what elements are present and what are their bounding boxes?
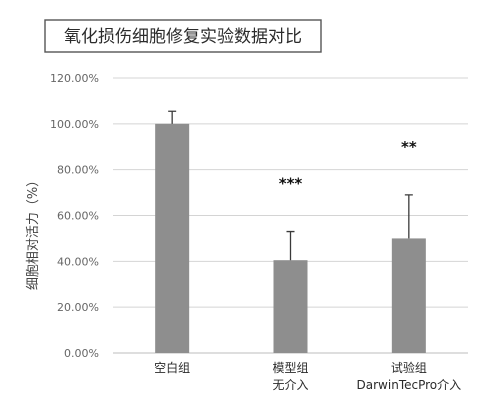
significance-labels: ***** [279, 138, 417, 193]
y-tick-label: 0.00% [64, 347, 99, 360]
category-label: 模型组 [272, 361, 308, 375]
error-bar [404, 194, 413, 239]
chart-title: 氧化损伤细胞修复实验数据对比 [64, 27, 302, 47]
y-tick-label: 20.00% [57, 301, 99, 314]
y-tick-label: 40.00% [57, 255, 99, 268]
bar [155, 123, 190, 353]
error-bars [168, 110, 413, 261]
y-tick-label: 100.00% [50, 118, 99, 131]
y-tick-label: 80.00% [57, 164, 99, 177]
error-bar [168, 110, 177, 124]
bar [273, 260, 308, 353]
title-box [44, 19, 322, 53]
category-label: DarwinTecPro介入 [357, 378, 462, 392]
bars [155, 123, 426, 353]
significance-label: ** [401, 138, 417, 156]
bar [391, 238, 426, 353]
significance-label: *** [279, 175, 303, 193]
category-label: 试验组 [391, 360, 427, 375]
y-axis-ticks: 0.00% 20.00% 40.00% 60.00% 80.00% 100.00% 120.… [50, 72, 99, 360]
y-axis-label: 细胞相对活力（%） [26, 174, 41, 290]
category-label: 空白组 [154, 360, 190, 375]
category-label: 无介入 [272, 378, 308, 392]
y-tick-label: 120.00% [50, 72, 99, 85]
y-tick-label: 60.00% [57, 210, 99, 223]
error-bar [286, 230, 295, 261]
title-group: 氧化损伤细胞修复实验数据对比 [44, 19, 322, 53]
